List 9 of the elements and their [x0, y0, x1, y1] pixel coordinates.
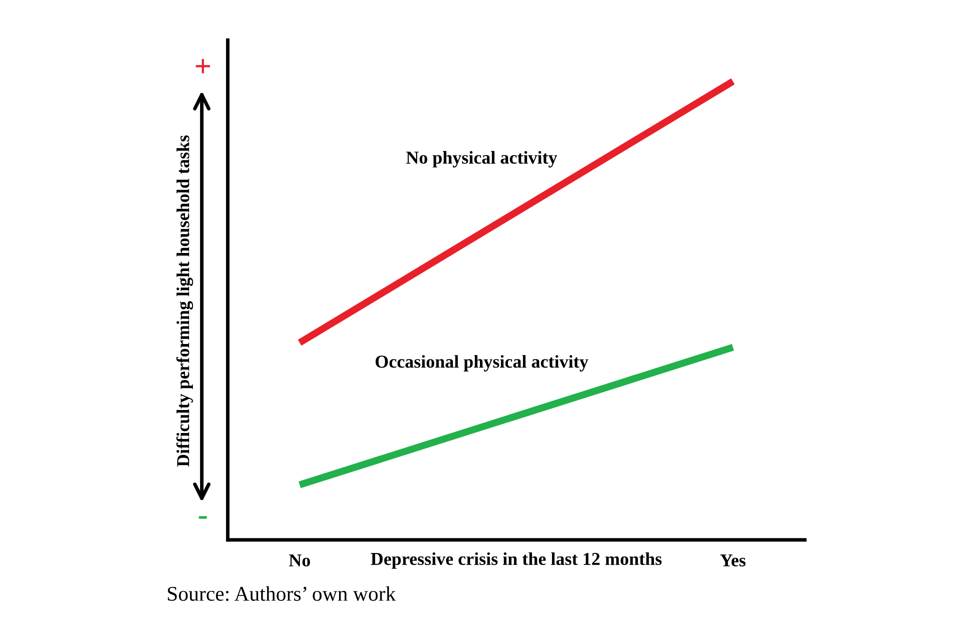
x-axis-title: Depressive crisis in the last 12 months: [370, 552, 662, 569]
series-label: Occasional physical activity: [376, 355, 588, 372]
text: -: [198, 516, 207, 519]
text: +: [196, 59, 210, 74]
x-tick-label: No: [288, 554, 310, 566]
series-label: No physical activity: [406, 151, 558, 168]
source-note: Source: Authors’ own work: [168, 586, 396, 601]
x-tick-label: Yes: [720, 554, 746, 566]
y-axis-title: Difficulty performing light household tasks: [176, 135, 194, 467]
